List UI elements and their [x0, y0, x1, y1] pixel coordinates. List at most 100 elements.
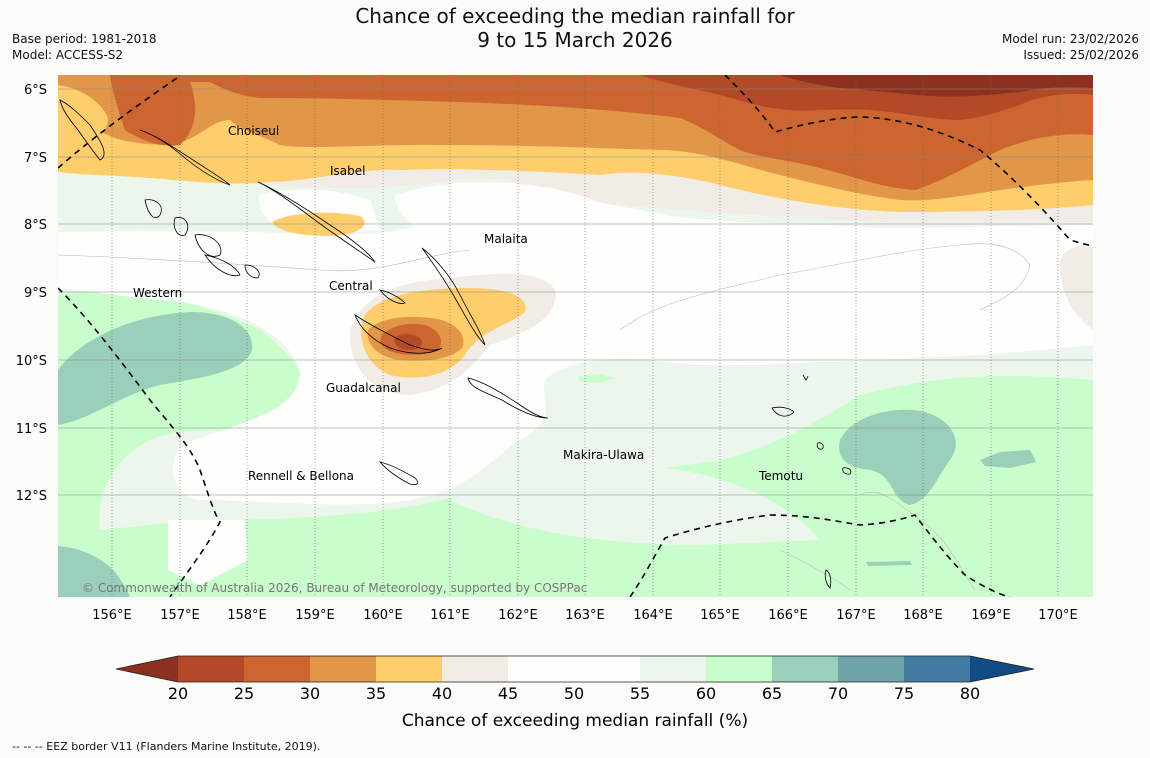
- colorbar-tick: 65: [762, 684, 782, 703]
- model-name: Model: ACCESS-S2: [12, 48, 124, 62]
- band-60-65: [58, 291, 1093, 597]
- colorbar-60-65: [706, 656, 772, 682]
- colorbar-tick: 40: [432, 684, 452, 703]
- band-20-25-patch: [394, 333, 422, 350]
- lon-label-160e: 160°E: [363, 608, 403, 623]
- lon-label-158e: 158°E: [227, 608, 267, 623]
- colorbar-tick: 35: [366, 684, 386, 703]
- lat-label-7s: 7°S: [24, 151, 47, 166]
- russell-islands: [379, 289, 406, 304]
- band-65-70-southwest: [58, 546, 130, 597]
- region-label-central: Central: [329, 279, 373, 293]
- colorbar-above-80: [970, 656, 1034, 682]
- lon-label-169e: 169°E: [971, 608, 1011, 623]
- colorbar-tick-labels: 20 25 30 35 40 45 50 55 60 65 70 75 80: [168, 684, 980, 703]
- lat-label-8s: 8°S: [24, 218, 47, 233]
- temotu-islands: [771, 374, 852, 589]
- band-35-40-topleft: [58, 85, 108, 143]
- band-55-60-south: [450, 466, 820, 545]
- colorbar-tick: 25: [234, 684, 254, 703]
- lon-label-170e: 170°E: [1038, 608, 1078, 623]
- lon-label-168e: 168°E: [903, 608, 943, 623]
- region-label-rennell-bellona: Rennell & Bellona: [248, 469, 354, 483]
- colorbar-75-80: [904, 656, 970, 682]
- band-35-40-patch1: [272, 212, 365, 236]
- colorbar-50-55: [574, 656, 640, 682]
- band-65-70-south2: [866, 561, 912, 566]
- band-45-55: [58, 187, 1093, 505]
- colorbar-tick: 45: [498, 684, 518, 703]
- colorbar: 20 25 30 35 40 45 50 55 60 65 70 75 80 C…: [115, 655, 1035, 731]
- lat-label-6s: 6°S: [24, 83, 47, 98]
- colorbar-tick: 60: [696, 684, 716, 703]
- band-65-70-west: [58, 312, 253, 425]
- region-label-isabel: Isabel: [330, 164, 365, 178]
- base-period: Base period: 1981-2018: [12, 32, 157, 46]
- isabel-island: [257, 181, 376, 263]
- malaita-island: [421, 247, 486, 346]
- colorbar-tick: 75: [894, 684, 914, 703]
- rennell-island: [378, 461, 419, 486]
- contour-lines: [58, 243, 1031, 591]
- run-info: Model run: 23/02/2026 Issued: 25/02/2026: [1002, 31, 1139, 63]
- makira-island: [467, 377, 549, 419]
- colorbar-tick: 55: [630, 684, 650, 703]
- band-65-70-east2: [980, 450, 1036, 468]
- colorbar-70-75: [838, 656, 904, 682]
- colorbar-tick: 20: [168, 684, 188, 703]
- band-65-70-east: [839, 409, 956, 505]
- region-labels: Choiseul Isabel Malaita Central Western …: [133, 124, 803, 483]
- map-area: Choiseul Isabel Malaita Central Western …: [58, 75, 1093, 597]
- coastlines: [59, 99, 852, 589]
- band-45-55-north: [395, 182, 608, 247]
- region-label-guadalcanal: Guadalcanal: [326, 381, 401, 395]
- colorbar-65-70: [772, 656, 838, 682]
- colorbar-tick: 30: [300, 684, 320, 703]
- region-label-makira-ulawa: Makira-Ulawa: [563, 448, 644, 462]
- colorbar-tick: 70: [828, 684, 848, 703]
- latitude-labels: 6°S 7°S 8°S 9°S 10°S 11°S 12°S: [16, 83, 47, 504]
- lon-label-167e: 167°E: [836, 608, 876, 623]
- eez-borders: [58, 75, 1093, 597]
- longitude-labels: 156°E 157°E 158°E 159°E 160°E 161°E 162°…: [92, 608, 1078, 623]
- title-line-2: 9 to 15 March 2026: [477, 28, 673, 52]
- model-info: Base period: 1981-2018 Model: ACCESS-S2: [12, 31, 157, 63]
- lon-label-162e: 162°E: [498, 608, 538, 623]
- latitude-gridlines: [58, 88, 1093, 496]
- colorbar-55-60: [640, 656, 706, 682]
- band-60-65-patch: [578, 374, 616, 383]
- lon-label-159e: 159°E: [295, 608, 335, 623]
- band-below-20: [780, 75, 1093, 97]
- colorbar-outline: [115, 655, 1035, 683]
- colorbar-30-35: [310, 656, 376, 682]
- region-label-malaita: Malaita: [484, 232, 528, 246]
- lat-label-11s: 11°S: [16, 422, 47, 437]
- shortland-islands: [59, 99, 105, 161]
- colorbar-45-50: [508, 656, 574, 682]
- lon-label-164e: 164°E: [633, 608, 673, 623]
- title-line-1: Chance of exceeding the median rainfall …: [355, 4, 795, 28]
- colorbar-tick: 50: [564, 684, 584, 703]
- lon-label-161e: 161°E: [430, 608, 470, 623]
- lat-label-9s: 9°S: [24, 286, 47, 301]
- region-label-temotu: Temotu: [758, 469, 803, 483]
- longitude-gridlines: [111, 75, 1059, 597]
- colorbar-40-45: [442, 656, 508, 682]
- colorbar-below-20: [116, 656, 178, 682]
- lon-label-166e: 166°E: [768, 608, 808, 623]
- lon-label-157e: 157°E: [160, 608, 200, 623]
- colorbar-tick: 80: [960, 684, 980, 703]
- rainfall-map: Choiseul Isabel Malaita Central Western …: [16, 75, 1093, 731]
- model-run-date: Model run: 23/02/2026: [1001, 32, 1139, 46]
- choiseul-island: [139, 129, 231, 186]
- colorbar-title: Chance of exceeding median rainfall (%): [402, 711, 748, 731]
- copyright-notice: © Commonwealth of Australia 2026, Bureau…: [82, 581, 587, 595]
- lon-label-163e: 163°E: [565, 608, 605, 623]
- band-45-55-pocket: [168, 520, 248, 585]
- guadalcanal-island: [354, 313, 443, 354]
- region-label-choiseul: Choiseul: [228, 124, 279, 138]
- lat-label-10s: 10°S: [16, 354, 47, 369]
- lon-label-156e: 156°E: [92, 608, 132, 623]
- colorbar-25-30: [244, 656, 310, 682]
- region-label-western: Western: [133, 286, 182, 300]
